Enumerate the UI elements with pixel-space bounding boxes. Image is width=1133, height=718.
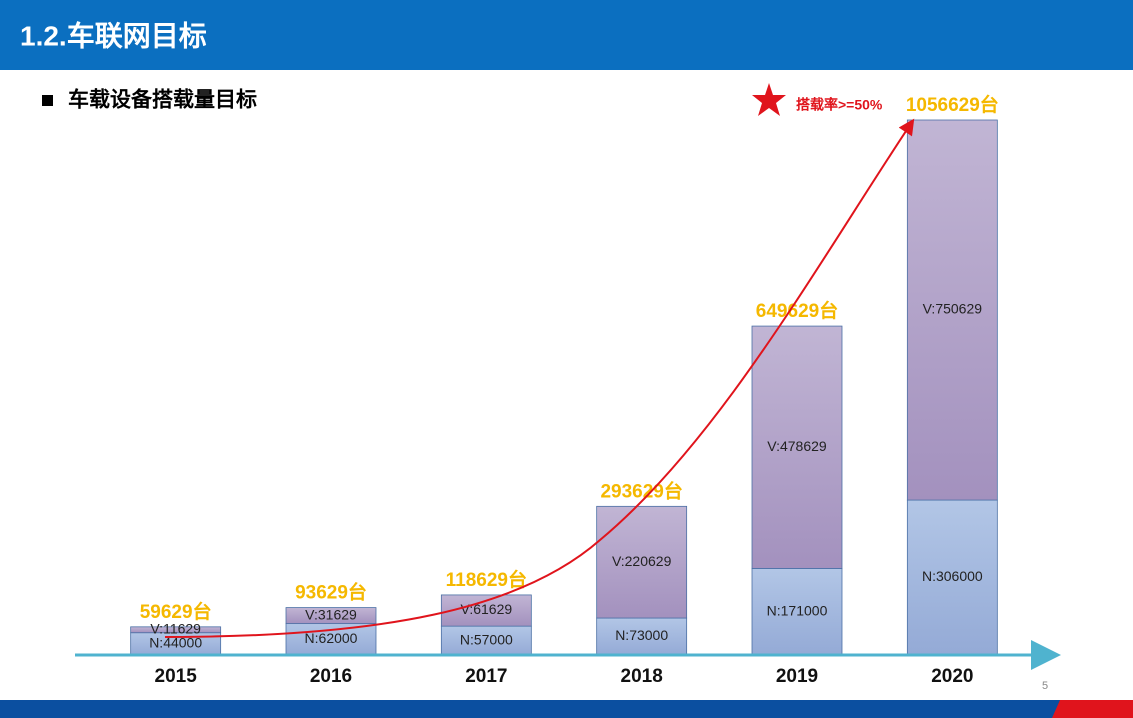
segment-label: N:171000 <box>767 602 828 618</box>
total-label: 649629台 <box>756 299 838 322</box>
segment-label: N:306000 <box>922 568 983 584</box>
bullet <box>42 95 53 106</box>
annotation: 搭载率>=50% <box>796 97 883 113</box>
x-tick-label: 2019 <box>776 666 818 687</box>
segment-label: N:73000 <box>615 627 668 643</box>
total-label: 118629台 <box>446 568 527 591</box>
total-label: 59629台 <box>140 600 212 623</box>
header-bar <box>0 0 1133 70</box>
bar-segment <box>751 325 843 569</box>
page-number: 5 <box>1042 680 1048 692</box>
segment-label: V:478629 <box>767 438 827 454</box>
bar-segment <box>751 568 843 656</box>
bar-segment <box>906 499 998 656</box>
star <box>752 83 786 116</box>
header-title: 1.2.车联网目标 <box>20 19 207 51</box>
segment-label: V:750629 <box>923 301 983 317</box>
bar-segment <box>440 625 532 656</box>
total-label: 1056629台 <box>906 93 999 116</box>
bar-segment <box>596 617 688 656</box>
total-label: 93629台 <box>295 581 367 604</box>
footer-bar <box>0 700 1133 718</box>
segment-label: V:220629 <box>612 553 672 569</box>
chart-title: 车载设备搭载量目标 <box>68 88 257 112</box>
segment-label: N:44000 <box>149 635 202 651</box>
segment-label: V:31629 <box>305 606 357 622</box>
segment-label: N:62000 <box>305 630 358 646</box>
total-label: 293629台 <box>600 479 682 502</box>
x-tick-label: 2016 <box>310 666 352 687</box>
bar-segment <box>130 626 222 634</box>
x-tick-label: 2018 <box>621 666 663 687</box>
trend-curve <box>164 118 915 638</box>
segment-label: N:57000 <box>460 631 513 647</box>
x-tick-label: 2015 <box>155 666 198 687</box>
bar-segment <box>596 505 688 619</box>
bar-segment <box>285 607 377 625</box>
bar-segment <box>906 119 998 501</box>
segment-label: V:11629 <box>150 620 201 636</box>
x-tick-label: 2020 <box>931 666 973 687</box>
footer-accent <box>1052 700 1133 718</box>
x-tick-label: 2017 <box>465 666 507 687</box>
segment-label: V:61629 <box>461 601 513 617</box>
